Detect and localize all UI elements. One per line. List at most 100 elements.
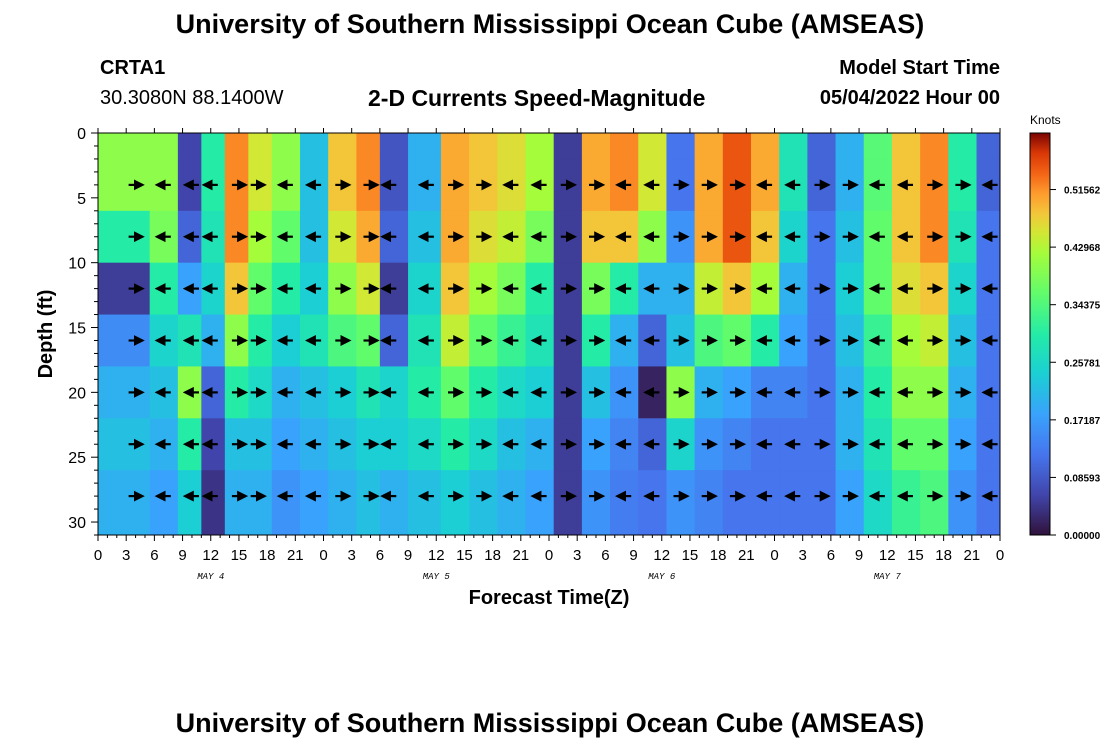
x-tick-label: 18: [484, 547, 501, 564]
heatmap-cell: [891, 133, 921, 160]
heatmap-cell: [300, 133, 329, 160]
heatmap-cell: [807, 470, 837, 535]
heatmap-cell: [469, 133, 498, 160]
x-tick-label: 21: [512, 547, 529, 564]
station-id: CRTA1: [100, 57, 166, 79]
heatmap-cell: [779, 470, 808, 535]
main-title: University of Southern Mississippi Ocean…: [175, 9, 925, 39]
colorbar-tick-label: 0.08593: [1064, 473, 1100, 484]
heatmap-cell: [497, 470, 527, 535]
heatmap-cell: [149, 133, 179, 160]
x-tick-label: 0: [319, 547, 327, 564]
heatmap-cell: [408, 133, 442, 160]
x-tick-label: 0: [770, 547, 778, 564]
x-tick-label: 21: [287, 547, 304, 564]
heatmap-cell: [356, 470, 381, 535]
colorbar: Knots 0.51562 0.42968 0.34375 0.25781 0.1718…: [1029, 113, 1100, 542]
x-tick-label: 3: [122, 547, 130, 564]
x-tick-label: 12: [202, 547, 219, 564]
x-tick-label: 6: [601, 547, 609, 564]
x-tick-label: 18: [259, 547, 276, 564]
heatmap-cell: [863, 470, 893, 535]
colorbar-tick-label: 0.42968: [1064, 243, 1100, 254]
colorbar-tick-label: 0.00000: [1064, 531, 1100, 542]
heatmap-cell: [779, 133, 808, 160]
colorbar-tick-label: 0.25781: [1064, 358, 1100, 369]
x-tick-label: 15: [231, 547, 248, 564]
x-tick-label: 9: [178, 547, 186, 564]
heatmap-cell: [379, 470, 409, 535]
heatmap-cell: [440, 133, 470, 160]
heatmap-cell: [525, 133, 555, 160]
model-start-label: Model Start Time: [839, 57, 1000, 79]
heatmap-cell: [863, 133, 893, 160]
x-tick-label: 0: [545, 547, 553, 564]
y-tick-label: 25: [68, 450, 86, 467]
heatmap-cell: [525, 470, 555, 535]
heatmap-cell: [751, 133, 780, 160]
axes: 0 3 6 9 12 15 18 21 0 3 6 9 12 15 18 21 0 3 6 9 12 15 18 21 0 3 6 9…: [68, 126, 1004, 582]
heatmap-cell: [271, 133, 301, 160]
current-vectors: [128, 179, 998, 502]
day-label: MAY 6: [648, 572, 676, 582]
heatmap-cell: [807, 133, 837, 160]
heatmap-cell: [976, 470, 1000, 535]
heatmap-cell: [835, 133, 865, 160]
heatmap-cells: [98, 133, 1000, 535]
x-tick-label: 9: [855, 547, 863, 564]
heatmap-cell: [751, 470, 780, 535]
heatmap-cell: [328, 470, 357, 535]
x-tick-label: 18: [710, 547, 727, 564]
heatmap-cell: [722, 133, 752, 160]
x-tick-label: 15: [907, 547, 924, 564]
x-tick-label: 18: [935, 547, 952, 564]
heatmap-cell: [98, 133, 151, 160]
colorbar-tick-label: 0.17187: [1064, 416, 1100, 427]
day-label: MAY 5: [423, 572, 451, 582]
heatmap-cell: [224, 470, 249, 535]
y-tick-label: 15: [68, 321, 86, 338]
heatmap-cell: [581, 470, 611, 535]
heatmap-cell: [920, 470, 949, 535]
x-axis-label: Forecast Time(Z): [469, 587, 630, 609]
model-start-value: 05/04/2022 Hour 00: [819, 87, 1000, 109]
heatmap-cell: [201, 470, 226, 535]
y-tick-label: 20: [68, 385, 86, 402]
heatmap-cell: [440, 470, 470, 535]
colorbar-tick-label: 0.34375: [1064, 301, 1100, 312]
y-axis-label: Depth (ft): [35, 290, 57, 379]
x-tick-label: 9: [404, 547, 412, 564]
heatmap-cell: [694, 470, 724, 535]
x-tick-label: 3: [573, 547, 581, 564]
heatmap-cell: [328, 133, 357, 160]
heatmap-cell: [666, 470, 696, 535]
heatmap-cell: [224, 133, 249, 160]
x-tick-label: 6: [376, 547, 384, 564]
x-tick-label: 3: [348, 547, 356, 564]
heatmap-cell: [300, 470, 329, 535]
heatmap-cell: [248, 470, 273, 535]
day-label: MAY 7: [874, 572, 902, 582]
heatmap-cell: [177, 133, 202, 160]
chart-subtitle: 2-D Currents Speed-Magnitude: [368, 85, 706, 111]
heatmap-cell: [149, 470, 179, 535]
heatmap-cell: [948, 470, 978, 535]
heatmap-cell: [553, 133, 583, 160]
heatmap-cell: [248, 133, 273, 160]
heatmap-cell: [581, 133, 611, 160]
footer-title: University of Southern Mississippi Ocean…: [175, 708, 925, 738]
x-tick-label: 12: [428, 547, 445, 564]
heatmap-cell: [638, 470, 668, 535]
heatmap-cell: [201, 133, 226, 160]
x-tick-label: 6: [150, 547, 158, 564]
heatmap-cell: [469, 470, 498, 535]
colorbar-ticks: 0.51562 0.42968 0.34375 0.25781 0.17187 0.085…: [1050, 186, 1100, 542]
heatmap-cell: [920, 133, 949, 160]
colorbar-scale: [1029, 132, 1051, 536]
station-coords: 30.3080N 88.1400W: [100, 87, 284, 109]
x-tick-label: 3: [799, 547, 807, 564]
x-tick-label: 15: [682, 547, 699, 564]
heatmap-cell: [553, 470, 583, 535]
heatmap-cell: [948, 133, 978, 160]
